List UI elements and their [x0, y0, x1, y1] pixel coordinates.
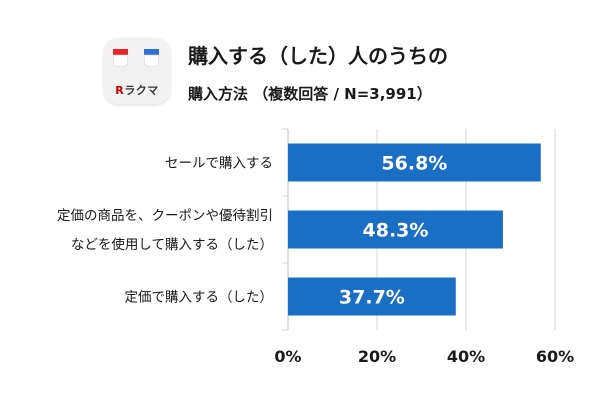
cup-red-bottom: [112, 54, 129, 68]
chart-title-line2: 購入方法 （複数回答 / N=3,991）: [188, 85, 432, 103]
cup-red-icon: [113, 49, 128, 55]
bar-value-label: 56.8%: [381, 153, 447, 175]
x-tick-label: 0%: [274, 347, 301, 366]
category-label: 定価で購入する（した）: [125, 290, 274, 306]
rakuma-cups-icon: [112, 49, 160, 68]
cup-blue-bottom: [143, 54, 160, 68]
logo-wordmark: Rラクマ: [115, 84, 159, 97]
chart-title-line1: 購入する（した）人のうちの: [188, 44, 448, 68]
category-label: 定価の商品を、クーポンや優待割引: [57, 207, 273, 224]
rakuma-logo: Rラクマ: [104, 38, 170, 104]
bar: [288, 277, 456, 316]
x-tick-label: 20%: [358, 347, 396, 366]
category-label: などを使用して購入する（した）: [71, 236, 273, 253]
bar-value-label: 48.3%: [363, 220, 429, 242]
bar: [288, 210, 503, 249]
x-tick-label: 60%: [536, 347, 574, 366]
bar-value-label: 37.7%: [339, 287, 405, 309]
x-tick-label: 40%: [447, 347, 485, 366]
bar: [288, 143, 541, 182]
cup-blue-icon: [144, 49, 159, 55]
category-label: セールで購入する: [165, 156, 273, 172]
